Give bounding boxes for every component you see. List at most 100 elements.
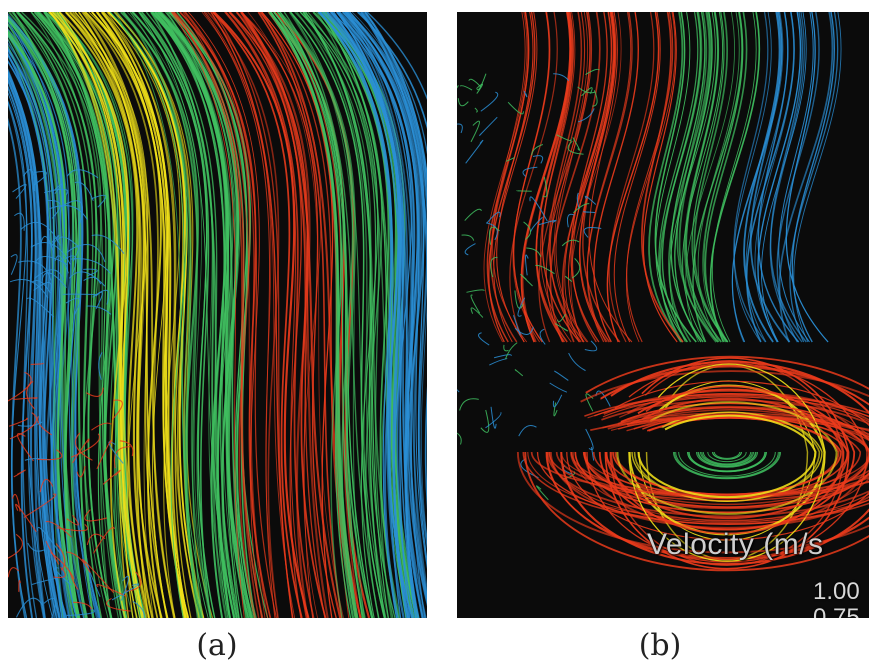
- streamline: [593, 12, 639, 343]
- streamline: [8, 533, 23, 559]
- streamline: [668, 12, 711, 343]
- streamline: [132, 600, 145, 618]
- streamline: [480, 409, 490, 433]
- streamline: [709, 12, 761, 343]
- streamline: [539, 328, 546, 345]
- streamline: [31, 577, 58, 586]
- streamline: [701, 451, 753, 466]
- streamline: [8, 371, 32, 402]
- streamline: [464, 208, 482, 221]
- streamline: [457, 123, 463, 134]
- streamline: [466, 289, 485, 293]
- streamline: [493, 354, 512, 359]
- streamline: [259, 12, 358, 618]
- streamline: [27, 542, 46, 552]
- streamline: [278, 12, 366, 618]
- streamline: [58, 12, 134, 618]
- streamline: [554, 370, 569, 381]
- streamline: [461, 234, 475, 241]
- streamline: [12, 12, 95, 618]
- streamline: [669, 12, 716, 343]
- streamline: [8, 18, 93, 618]
- streamline: [789, 12, 839, 343]
- streamline: [54, 567, 72, 586]
- streamline: [91, 422, 112, 431]
- streamline: [581, 87, 593, 97]
- streamline: [10, 254, 18, 275]
- streamline: [45, 520, 72, 538]
- streamline: [517, 297, 526, 317]
- streamline: [464, 243, 476, 256]
- streamline: [74, 432, 93, 461]
- streamline: [305, 12, 389, 618]
- streamline: [86, 533, 106, 546]
- streamline: [159, 12, 240, 618]
- streamline: [614, 416, 840, 496]
- streamline: [522, 166, 538, 177]
- streamline: [364, 12, 427, 187]
- streamline: [96, 439, 112, 470]
- streamline: [674, 12, 713, 343]
- streamline: [532, 155, 544, 164]
- streamline: [8, 68, 66, 618]
- streamline: [496, 12, 534, 343]
- streamline: [733, 12, 772, 343]
- streamline: [588, 12, 633, 343]
- streamline: [98, 352, 103, 380]
- streamline: [18, 260, 52, 281]
- streamline: [573, 203, 590, 214]
- streamline: [567, 140, 584, 155]
- streamline: [535, 264, 555, 275]
- streamline: [116, 12, 203, 618]
- streamline: [91, 234, 125, 254]
- streamline: [95, 291, 103, 309]
- streamline: [571, 257, 581, 279]
- streamline: [18, 579, 21, 592]
- streamline: [793, 12, 842, 343]
- streamline: [488, 226, 500, 245]
- streamline: [493, 12, 538, 343]
- streamline: [31, 280, 51, 294]
- streamline: [672, 451, 782, 480]
- legend-title: Velocity (m/s: [647, 528, 824, 561]
- streamline: [179, 12, 272, 618]
- streamline: [523, 221, 532, 240]
- streamline: [616, 401, 838, 515]
- streamline: [84, 509, 108, 522]
- streamline: [514, 369, 524, 377]
- streamline: [566, 213, 575, 228]
- streamline: [113, 12, 201, 618]
- streamline: [769, 12, 805, 343]
- streamline: [30, 362, 45, 366]
- streamline: [113, 446, 131, 469]
- streamline: [505, 157, 515, 162]
- streamline: [476, 73, 487, 91]
- streamline: [171, 12, 264, 618]
- streamline: [361, 12, 427, 219]
- streamline: [567, 12, 616, 343]
- streamline: [531, 144, 544, 156]
- streamline: [76, 465, 86, 478]
- streamline: [341, 12, 427, 604]
- streamline: [159, 12, 240, 618]
- streamline: [242, 12, 313, 618]
- streamline: [541, 12, 581, 343]
- streamline: [8, 417, 29, 427]
- streamline: [205, 12, 296, 618]
- streamline-image-b: [457, 12, 869, 572]
- streamline: [122, 12, 199, 618]
- streamline: [529, 196, 548, 222]
- streamline: [66, 246, 79, 262]
- streamline: [584, 195, 597, 205]
- streamline: [12, 183, 27, 199]
- streamline: [549, 12, 601, 343]
- streamline: [570, 12, 608, 343]
- streamline: [66, 169, 99, 179]
- streamline: [642, 12, 678, 343]
- streamline: [561, 239, 580, 247]
- streamline: [68, 569, 79, 590]
- streamline: [320, 12, 397, 618]
- streamline: [76, 244, 106, 263]
- streamline: [153, 12, 252, 618]
- streamline: [68, 12, 149, 618]
